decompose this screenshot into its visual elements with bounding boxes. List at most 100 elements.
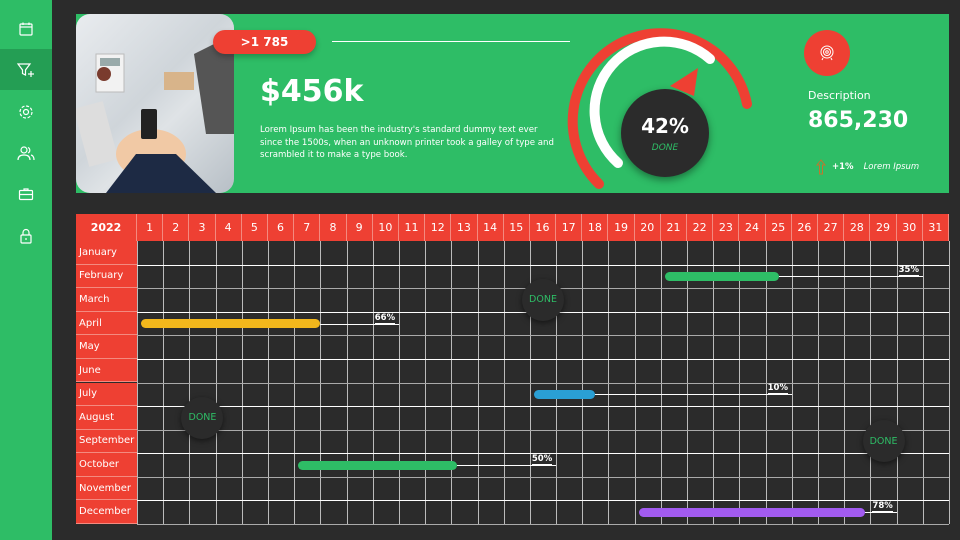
divider [332,41,570,42]
day-header: 18 [582,214,609,241]
day-header: 2 [163,214,190,241]
task-bar[interactable] [298,460,457,470]
filter-plus-icon [17,62,34,77]
day-header: 17 [556,214,583,241]
calendar-icon [19,22,33,36]
users-icon [17,145,35,160]
task-percent: 78% [872,501,893,513]
lock-icon [20,228,32,244]
month-label: June [76,358,137,383]
grid-line [137,406,949,408]
briefcase-icon [18,187,34,200]
grid-line [137,335,949,337]
day-header: 26 [791,214,819,241]
day-header: 11 [398,214,426,241]
task-leader-line [595,394,792,396]
grid-line [137,500,949,502]
month-label: March [76,288,137,312]
day-header: 13 [451,214,478,241]
task-percent: 35% [898,265,919,277]
month-label: January [76,241,137,265]
task-percent: 66% [374,312,396,324]
done-marker: DONE [522,278,564,321]
day-header: 21 [660,214,688,241]
day-header: 6 [267,214,295,241]
day-header: 7 [294,214,321,241]
stat-label: Description [808,89,871,102]
amount-value: $456k [260,74,364,109]
sidebar-item-calendar[interactable] [0,8,52,49]
day-header: 25 [765,214,792,241]
task-leader-line [320,323,399,325]
month-label: October [76,453,137,477]
trend-row: +1% Lorem Ipsum [816,159,919,175]
task-leader-line [456,465,557,467]
grid-line [949,241,950,524]
task-bar[interactable] [664,271,779,281]
day-header: 30 [896,214,923,241]
day-header: 20 [634,214,661,241]
arrow-up-icon [816,159,826,175]
sidebar-item-briefcase[interactable] [0,173,52,214]
day-header: 27 [818,214,845,241]
day-header: 1 [137,214,164,241]
month-label: May [76,335,137,359]
grid-line [137,429,949,431]
sidebar-item-filter[interactable] [0,49,52,90]
day-header: 15 [503,214,530,241]
year-header: 2022 [76,214,137,241]
office-desk-photo [76,14,234,193]
grid-line [137,524,949,525]
task-percent: 10% [767,383,788,395]
task-leader-line [865,512,897,514]
sidebar-item-lock[interactable] [0,215,52,256]
day-header: 29 [870,214,897,241]
target-icon [820,45,834,61]
sidebar-item-users[interactable] [0,132,52,173]
gauge-status: DONE [651,143,679,153]
task-leader-line [778,276,923,278]
stat-value: 865,230 [808,108,909,133]
day-header: 31 [922,214,949,241]
gear-icon [19,104,33,119]
day-header: 14 [477,214,504,241]
grid-line [137,358,949,360]
done-marker: DONE [862,420,905,463]
done-marker: DONE [181,396,224,439]
day-header: 12 [425,214,452,241]
sidebar [0,0,52,540]
month-label: April [76,311,137,336]
day-header: 22 [687,214,714,241]
trend-value: +1% [832,162,854,172]
month-label: November [76,476,137,501]
day-header: 23 [713,214,740,241]
month-label: August [76,406,137,430]
month-label: December [76,500,137,524]
grid-line [137,453,949,455]
summary-card: >1 785 $456k Lorem Ipsum has been the in… [76,14,949,193]
day-header: 3 [189,214,216,241]
day-header: 19 [608,214,635,241]
gauge-percent: 42% [641,114,689,138]
grid-line [137,476,949,478]
day-header: 10 [372,214,399,241]
day-header: 4 [215,214,242,241]
day-header: 5 [241,214,268,241]
day-header: 9 [346,214,373,241]
task-bar[interactable] [638,507,866,517]
target-icon-badge [804,30,850,76]
gauge-pointer [670,68,698,96]
task-percent: 50% [531,454,553,466]
progress-gauge: 42% DONE [566,24,766,203]
sidebar-item-settings[interactable] [0,91,52,132]
count-badge: >1 785 [213,30,316,54]
task-bar[interactable] [141,319,321,329]
month-label: February [76,264,137,289]
month-label: July [76,382,137,407]
grid-line [137,382,949,384]
day-header: 28 [844,214,871,241]
day-header: 8 [320,214,347,241]
month-label: September [76,429,137,454]
day-header: 24 [739,214,766,241]
task-bar[interactable] [533,389,596,399]
